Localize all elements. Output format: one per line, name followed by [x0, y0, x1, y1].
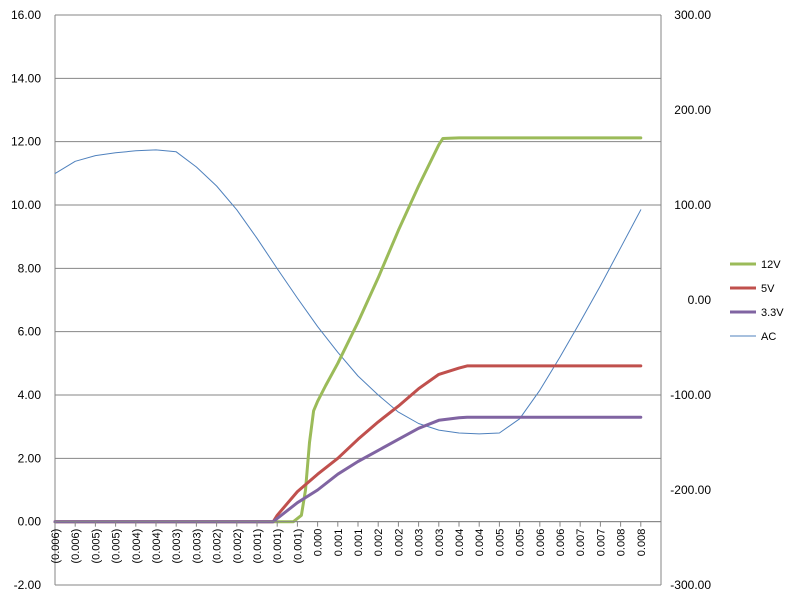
x-tick-label: (0.006): [50, 529, 62, 564]
x-tick-label: 0.004: [474, 529, 486, 557]
x-tick-label: (0.002): [212, 529, 224, 564]
left-tick-label: 14.00: [11, 71, 41, 85]
x-tick-label: (0.002): [232, 529, 244, 564]
left-tick-label: 4.00: [18, 388, 42, 402]
x-tick-label: 0.004: [454, 529, 466, 557]
right-tick-label: -300.00: [670, 578, 711, 592]
series-line-5v: [53, 364, 643, 524]
x-tick-label: (0.001): [292, 529, 304, 564]
left-tick-label: 8.00: [18, 261, 42, 275]
x-tick-label: (0.006): [70, 529, 82, 564]
legend-label: 12V: [761, 259, 781, 271]
series-line-ac: [54, 149, 642, 435]
left-tick-label: 2.00: [18, 451, 42, 465]
x-tick-label: (0.004): [131, 529, 143, 564]
x-tick-label: 0.005: [515, 529, 527, 557]
x-tick-label: 0.002: [373, 529, 385, 557]
x-tick-label: 0.003: [434, 529, 446, 557]
left-tick-label: 6.00: [18, 325, 42, 339]
left-tick-label: 10.00: [11, 198, 41, 212]
x-tick-label: 0.006: [555, 529, 567, 557]
x-tick-label: 0.001: [353, 529, 365, 557]
legend-label: AC: [761, 331, 776, 343]
x-tick-label: 0.008: [616, 529, 628, 557]
x-axis-ticks: (0.006) (0.006) (0.005) (0.005) (0.004) (0.00…: [50, 521, 661, 564]
series-group: [53, 136, 643, 524]
x-tick-label: (0.001): [272, 529, 284, 564]
x-tick-label: 0.003: [414, 529, 426, 557]
x-tick-label: (0.005): [90, 529, 102, 564]
x-tick-label: (0.003): [191, 529, 203, 564]
legend: 12V 5V 3.3V AC: [730, 259, 784, 343]
right-tick-label: -200.00: [670, 483, 711, 497]
x-tick-label: 0.007: [575, 529, 587, 557]
left-axis-ticks: -2.00 0.00 2.00 4.00 6.00 8.00 10.00 12.00 14.00…: [11, 8, 41, 592]
left-tick-label: -2.00: [14, 578, 42, 592]
x-tick-label: (0.001): [252, 529, 264, 564]
left-tick-label: 16.00: [11, 8, 41, 22]
right-tick-label: 0.00: [688, 293, 712, 307]
legend-label: 5V: [761, 283, 775, 295]
x-tick-label: 0.007: [595, 529, 607, 557]
right-tick-label: -100.00: [670, 388, 711, 402]
series-line-3-3v: [53, 415, 643, 524]
x-tick-label: 0.000: [313, 529, 325, 557]
x-tick-label: (0.003): [171, 529, 183, 564]
right-tick-label: 200.00: [674, 103, 711, 117]
right-tick-label: 100.00: [674, 198, 711, 212]
x-tick-label: 0.005: [494, 529, 506, 557]
x-tick-label: 0.002: [393, 529, 405, 557]
left-tick-label: 0.00: [18, 515, 42, 529]
legend-label: 3.3V: [761, 307, 784, 319]
x-tick-label: 0.006: [535, 529, 547, 557]
left-tick-label: 12.00: [11, 135, 41, 149]
x-tick-label: (0.004): [151, 529, 163, 564]
x-tick-label: 0.001: [333, 529, 345, 557]
x-tick-label: (0.005): [111, 529, 123, 564]
x-tick-label: 0.008: [636, 529, 648, 557]
right-axis-ticks: -300.00 -200.00 -100.00 0.00 100.00 200.00 300…: [670, 8, 711, 592]
right-tick-label: 300.00: [674, 8, 711, 22]
